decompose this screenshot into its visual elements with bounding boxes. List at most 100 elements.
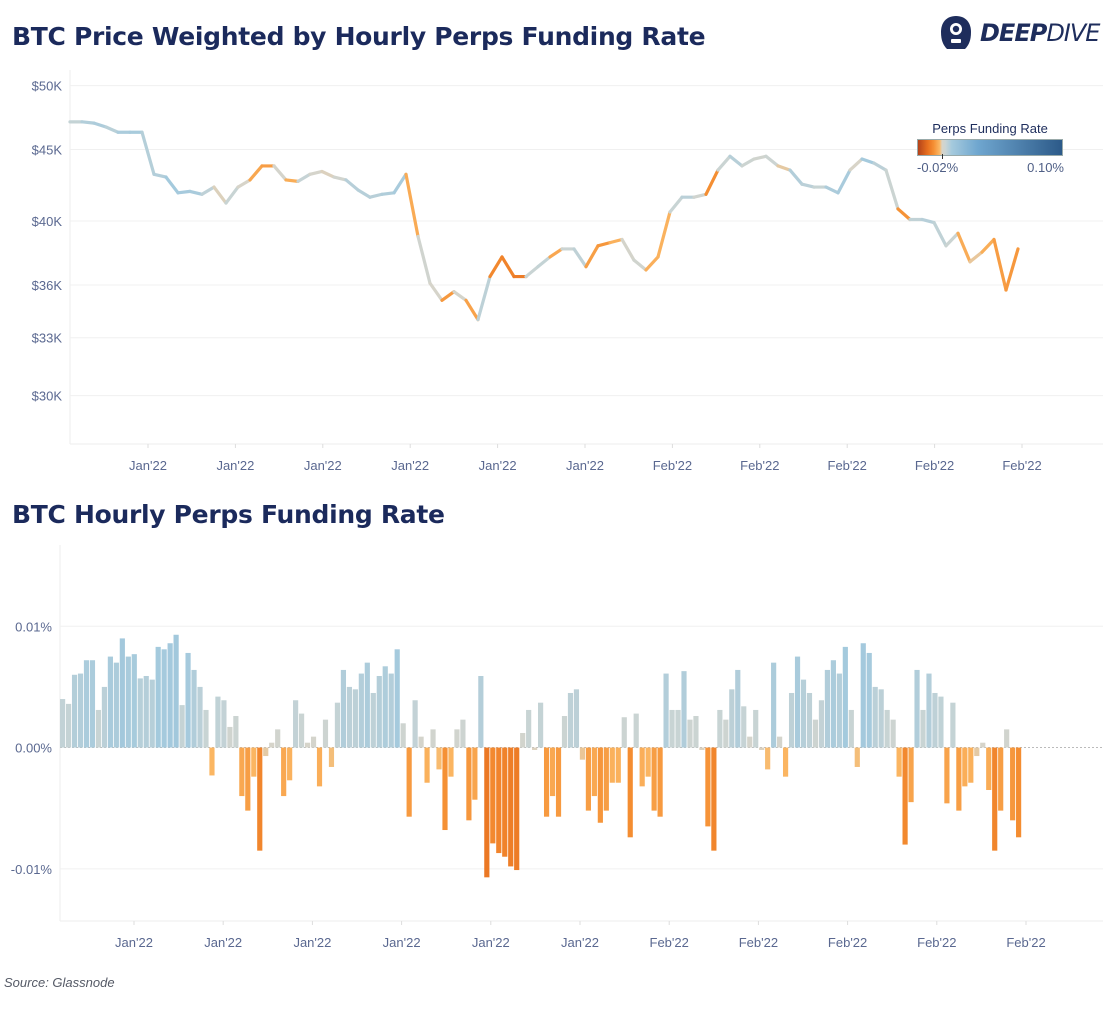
funding-bar (788, 692, 795, 748)
funding-bar (251, 747, 257, 777)
funding-bar (585, 747, 591, 811)
price-line-segment (1004, 247, 1020, 292)
funding-bar (765, 747, 771, 770)
funding-bar (155, 646, 161, 748)
funding-bar (818, 700, 825, 748)
funding-bar (657, 747, 663, 817)
funding-bar (215, 696, 221, 748)
funding-bar (992, 747, 998, 851)
funding-bar (101, 686, 108, 748)
funding-bar (203, 709, 209, 748)
funding-bar (227, 726, 233, 748)
price-line-segment (608, 237, 624, 245)
price-line-segment (536, 255, 552, 269)
y-tick-label: $33K (32, 331, 63, 346)
price-line-segment (524, 265, 540, 279)
funding-bar (777, 736, 783, 748)
price-line-segment (968, 250, 984, 264)
funding-bar (346, 686, 352, 748)
x-tick-label: Jan'22 (115, 935, 153, 950)
funding-bar (615, 747, 621, 783)
price-line-segment (464, 298, 480, 322)
x-tick-label: Jan'22 (129, 458, 167, 473)
price-line-segment (488, 255, 504, 279)
price-line-segment (356, 188, 372, 199)
price-line-segment (920, 217, 936, 225)
x-tick-label: Feb'22 (739, 935, 778, 950)
price-line-segment (788, 168, 804, 186)
price-line-segment (440, 290, 456, 302)
price-line-segment (380, 191, 396, 196)
price-line-segment (848, 157, 864, 172)
funding-bar (896, 747, 902, 777)
funding-bar (950, 702, 956, 748)
y-tick-label: 0.00% (15, 741, 52, 756)
funding-bar (89, 660, 96, 748)
x-tick-label: Feb'22 (740, 458, 779, 473)
funding-bar (884, 709, 890, 748)
x-tick-label: Jan'22 (383, 935, 421, 950)
x-tick-label: Jan'22 (472, 935, 510, 950)
funding-bar (747, 736, 753, 748)
price-line-segment (92, 121, 108, 129)
price-line-segment (140, 130, 156, 176)
price-line-segment (728, 154, 744, 168)
funding-bar (759, 747, 765, 750)
price-line-segment (692, 192, 708, 199)
funding-bar (149, 679, 155, 748)
x-tick-label: Jan'22 (479, 458, 517, 473)
funding-bar (735, 669, 741, 748)
funding-bar (299, 713, 305, 748)
funding-bar (60, 699, 66, 748)
price-line-segment (284, 178, 300, 183)
funding-bar (496, 747, 502, 854)
price-line-segment (752, 154, 768, 161)
deepdive-logo: DEEPDIVE (938, 14, 1100, 52)
x-tick-label: Feb'22 (828, 935, 867, 950)
price-line-segment (452, 290, 468, 302)
price-chart: $50K $45K $40K $36K $33K $30K Jan'22 Jan'22 Jan'… (32, 70, 1103, 473)
price-chart-title: BTC Price Weighted by Hourly Perps Fundi… (12, 22, 706, 51)
legend-title: Perps Funding Rate (932, 121, 1048, 136)
funding-bar (263, 747, 269, 757)
funding-bar (179, 705, 185, 748)
x-tick-label: Jan'22 (216, 458, 254, 473)
funding-bar (520, 733, 526, 748)
funding-bar (669, 709, 675, 748)
funding-bar (956, 747, 962, 811)
funding-bar (944, 747, 950, 804)
funding-bar (412, 700, 418, 748)
funding-bar (968, 747, 974, 783)
price-line-segment (104, 125, 120, 134)
price-line-segment (956, 231, 972, 264)
price-line-segment (704, 168, 720, 196)
price-line-segment (164, 175, 180, 195)
funding-bar (753, 709, 759, 748)
price-line-segment (668, 195, 684, 214)
x-tick-label: Jan'22 (391, 458, 429, 473)
price-line-segment (944, 231, 960, 248)
y-tick-label: $45K (32, 143, 63, 158)
funding-bar (645, 747, 651, 777)
price-line-segment (860, 157, 876, 165)
funding-bar (830, 660, 836, 748)
price-line-segment (632, 258, 648, 272)
funding-bar (245, 747, 251, 811)
funding-bar (926, 673, 932, 748)
funding-bar (239, 747, 245, 797)
funding-bar (854, 747, 860, 767)
funding-bar (962, 747, 968, 787)
funding-bar (233, 716, 239, 748)
y-tick-label: $30K (32, 389, 63, 404)
funding-bar (125, 656, 131, 748)
funding-bar (526, 709, 532, 748)
price-line-segment (620, 237, 636, 262)
price-line-segment (344, 178, 360, 192)
funding-bar (567, 692, 574, 748)
price-line-segment (740, 157, 756, 168)
funding-bar (914, 669, 920, 748)
funding-bar (275, 729, 281, 748)
price-line-segment (296, 172, 312, 183)
price-line-segment (236, 178, 252, 189)
funding-bar (364, 662, 370, 748)
